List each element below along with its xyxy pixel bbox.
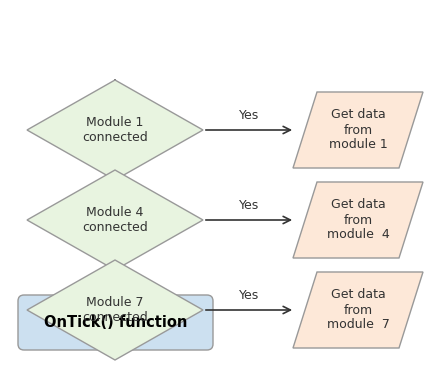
Text: Yes: Yes — [239, 109, 259, 122]
Text: Module 1
connected: Module 1 connected — [82, 116, 148, 144]
FancyBboxPatch shape — [18, 295, 213, 350]
Polygon shape — [27, 260, 203, 360]
Text: Get data
from
module 1: Get data from module 1 — [329, 109, 387, 151]
Text: Yes: Yes — [239, 289, 259, 302]
Text: Get data
from
module  7: Get data from module 7 — [326, 288, 389, 332]
Text: Get data
from
module  4: Get data from module 4 — [326, 198, 389, 241]
Text: OnTick() function: OnTick() function — [44, 315, 187, 330]
Text: Module 4
connected: Module 4 connected — [82, 206, 148, 234]
Text: Yes: Yes — [239, 199, 259, 212]
Text: Module 7
connected: Module 7 connected — [82, 296, 148, 324]
Polygon shape — [27, 80, 203, 180]
Polygon shape — [293, 272, 423, 348]
Polygon shape — [27, 170, 203, 270]
Polygon shape — [293, 182, 423, 258]
Polygon shape — [293, 92, 423, 168]
